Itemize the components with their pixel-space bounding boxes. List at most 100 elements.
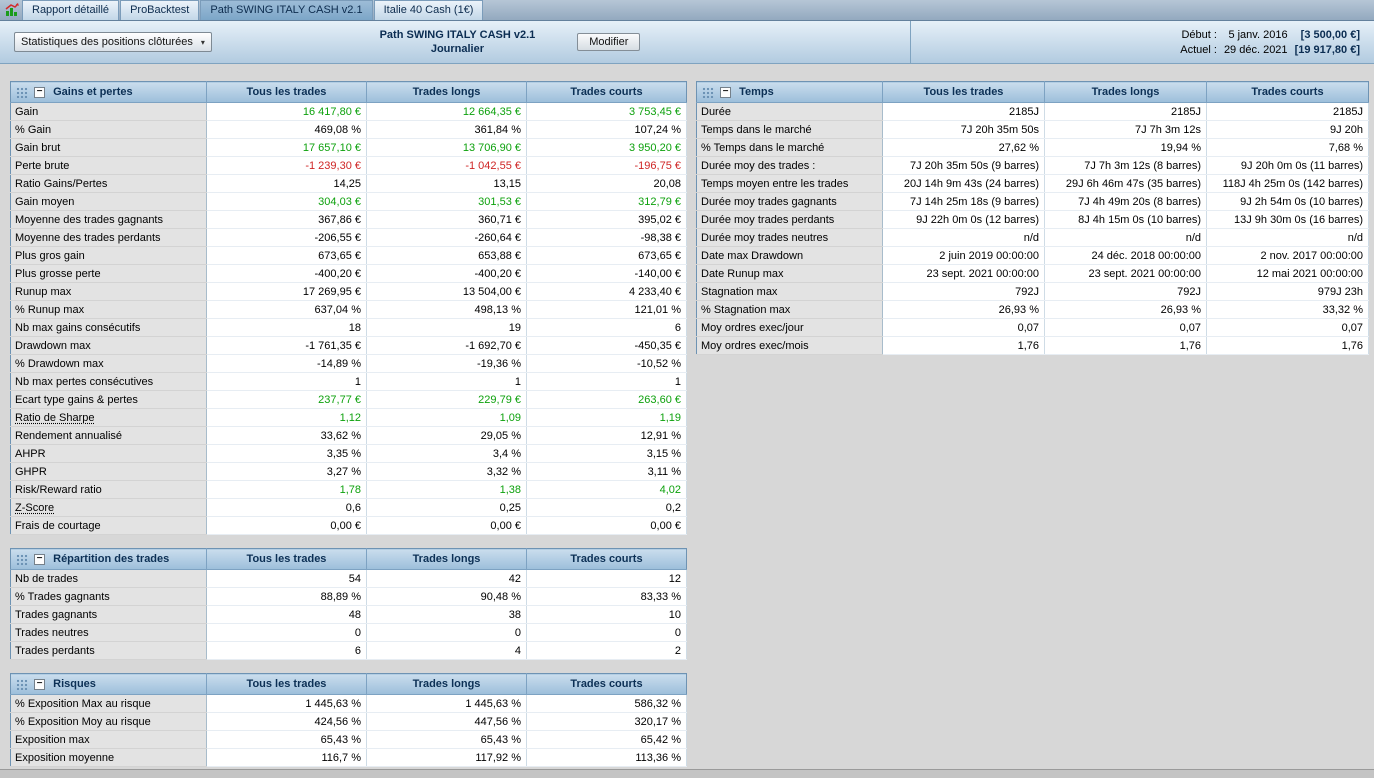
value-cell: 1 445,63 %	[366, 694, 527, 713]
value-cell: 979J 23h	[1206, 282, 1369, 301]
table-row: Plus grosse perte -400,20 € -400,20 € -140,…	[10, 264, 687, 283]
value-cell: 13J 9h 30m 0s (16 barres)	[1206, 210, 1369, 229]
value-cell: 0,00 €	[366, 516, 527, 535]
table-row: % Gain 469,08 % 361,84 % 107,24 %	[10, 120, 687, 139]
table-row: Durée moy trades neutres n/d n/d n/d	[696, 228, 1369, 247]
value-cell: -10,52 %	[526, 354, 687, 373]
value-cell: -140,00 €	[526, 264, 687, 283]
table-row: Gain moyen 304,03 €301,53 €312,79 €	[10, 192, 687, 211]
value-cell: 360,71 €	[366, 210, 527, 229]
current-label: Actuel :	[1180, 43, 1217, 56]
value-cell: -1 239,30 €	[206, 156, 367, 175]
row-label: % Exposition Moy au risque	[10, 712, 207, 731]
row-label: % Runup max	[10, 300, 207, 319]
table-row: Nb max pertes consécutives 1 1 1	[10, 372, 687, 391]
row-label: Perte brute	[10, 156, 207, 175]
table-row: AHPR 3,35 % 3,4 % 3,15 %	[10, 444, 687, 463]
table-row: Drawdown max -1 761,35 € -1 692,70 € -450,3…	[10, 336, 687, 355]
row-label: Temps dans le marché	[696, 120, 883, 139]
row-label[interactable]: Z-Score	[10, 498, 207, 517]
row-label: Frais de courtage	[10, 516, 207, 535]
collapse-icon[interactable]: −	[34, 678, 46, 690]
row-label: % Stagnation max	[696, 300, 883, 319]
value-cell: 4	[366, 641, 527, 660]
tab-probacktest[interactable]: ProBacktest	[120, 0, 200, 20]
row-label: Moyenne des trades perdants	[10, 228, 207, 247]
table-row: Date Runup max 23 sept. 2021 00:00:00 23 s…	[696, 264, 1369, 283]
table-title-cell: − Gains et pertes	[10, 81, 207, 103]
value-cell: 2185J	[1206, 102, 1369, 121]
value-cell: 83,33 %	[526, 587, 687, 606]
tab-path-swing-italy-cash[interactable]: Path SWING ITALY CASH v2.1	[200, 0, 373, 20]
row-label: GHPR	[10, 462, 207, 481]
value-cell: 7J 7h 3m 12s (8 barres)	[1044, 156, 1207, 175]
table-row: Moyenne des trades gagnants 367,86 €360,7…	[10, 210, 687, 229]
value-cell: 65,43 %	[206, 730, 367, 749]
tab-rapport-detaille[interactable]: Rapport détaillé	[22, 0, 120, 20]
value-cell: 33,62 %	[206, 426, 367, 445]
value-cell: 65,43 %	[366, 730, 527, 749]
value-cell: 0,00 €	[526, 516, 687, 535]
grip-icon	[16, 553, 28, 565]
table-row: Trades perdants 6 4 2	[10, 641, 687, 660]
collapse-icon[interactable]: −	[34, 86, 46, 98]
row-label: Date max Drawdown	[696, 246, 883, 265]
row-label: Trades neutres	[10, 623, 207, 642]
table-header-row: − Gains et pertes Tous les trades Trades…	[10, 81, 687, 103]
column-header-short-trades: Trades courts	[526, 673, 687, 695]
horizontal-scrollbar[interactable]	[0, 769, 1374, 778]
value-cell: 3,32 %	[366, 462, 527, 481]
value-cell: 1,78	[206, 480, 367, 499]
start-amount: [3 500,00 €]	[1300, 28, 1360, 41]
closed-positions-stats-dropdown[interactable]: Statistiques des positions clôturées ▾	[14, 32, 212, 52]
table-title-cell: − Risques	[10, 673, 207, 695]
value-cell: 2185J	[882, 102, 1045, 121]
table-row: Date max Drawdown 2 juin 2019 00:00:00 24 …	[696, 246, 1369, 265]
column-header-all-trades: Tous les trades	[882, 81, 1045, 103]
value-cell: 0,2	[526, 498, 687, 517]
collapse-icon[interactable]: −	[34, 553, 46, 565]
value-cell: 367,86 €	[206, 210, 367, 229]
value-cell: 18	[206, 318, 367, 337]
table-title: Répartition des trades	[53, 553, 170, 566]
value-cell: 19,94 %	[1044, 138, 1207, 157]
table-title: Gains et pertes	[53, 86, 133, 99]
value-cell: 38	[366, 605, 527, 624]
value-cell: 3,11 %	[526, 462, 687, 481]
value-cell: 0,07	[1044, 318, 1207, 337]
value-cell: 3,4 %	[366, 444, 527, 463]
value-cell: 13 706,90 €	[366, 138, 527, 157]
value-cell: 1,12	[206, 408, 367, 427]
value-cell: n/d	[1044, 228, 1207, 247]
value-cell: -196,75 €	[526, 156, 687, 175]
column-header-short-trades: Trades courts	[1206, 81, 1369, 103]
value-cell: 792J	[882, 282, 1045, 301]
value-cell: 116,7 %	[206, 748, 367, 767]
row-label: Runup max	[10, 282, 207, 301]
row-label: % Trades gagnants	[10, 587, 207, 606]
table-row: Nb de trades 54 42 12	[10, 569, 687, 588]
value-cell: 447,56 %	[366, 712, 527, 731]
panel-temps: − Temps Tous les trades Trades longs Tra…	[696, 81, 1369, 355]
modify-button[interactable]: Modifier	[577, 33, 641, 51]
repartition-table: − Répartition des trades Tous les trades…	[10, 548, 687, 660]
value-cell: 586,32 %	[526, 694, 687, 713]
start-label: Début :	[1181, 28, 1217, 41]
table-row: Trades neutres 0 0 0	[10, 623, 687, 642]
tab-italie-40-cash[interactable]: Italie 40 Cash (1€)	[373, 0, 484, 20]
collapse-icon[interactable]: −	[720, 86, 732, 98]
value-cell: -400,20 €	[206, 264, 367, 283]
table-row: Gain brut 17 657,10 €13 706,90 €3 950,20 …	[10, 138, 687, 157]
row-label: Ratio Gains/Pertes	[10, 174, 207, 193]
value-cell: 237,77 €	[206, 390, 367, 409]
panel-gains-et-pertes: − Gains et pertes Tous les trades Trades…	[10, 81, 687, 535]
row-label[interactable]: Ratio de Sharpe	[10, 408, 207, 427]
row-label: Risk/Reward ratio	[10, 480, 207, 499]
column-header-long-trades: Trades longs	[366, 81, 527, 103]
value-cell: 14,25	[206, 174, 367, 193]
value-cell: n/d	[882, 228, 1045, 247]
value-cell: -1 692,70 €	[366, 336, 527, 355]
column-header-short-trades: Trades courts	[526, 548, 687, 570]
chart-icon	[2, 0, 22, 20]
